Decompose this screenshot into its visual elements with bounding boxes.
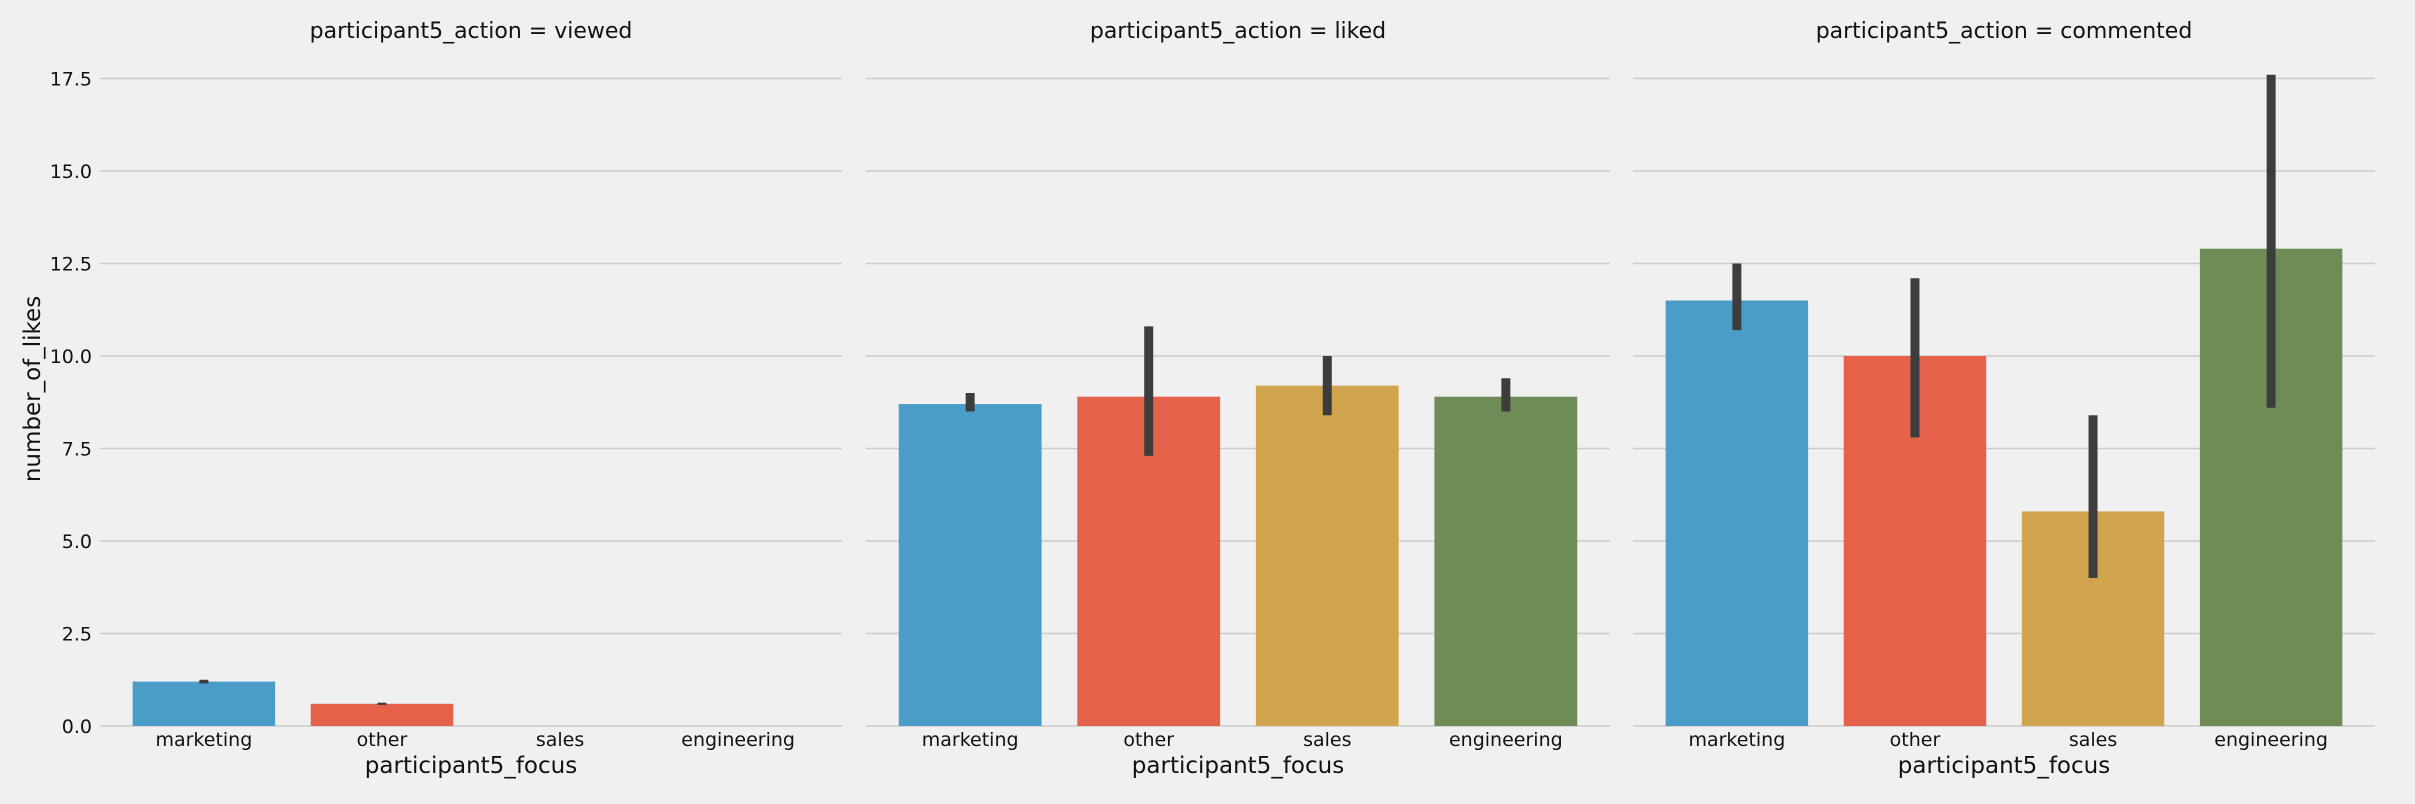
y-tick-label-3: 7.5 — [62, 439, 92, 461]
bar-0-marketing — [132, 681, 276, 726]
bar-2-marketing — [1665, 300, 1809, 726]
y-tick-label-0: 0.0 — [62, 716, 92, 738]
y-tick-label-6: 15.0 — [50, 161, 92, 183]
x-tick-label-0-sales: sales — [536, 729, 584, 751]
x-tick-label-1-engineering: engineering — [1449, 729, 1563, 751]
bar-0-other — [310, 703, 454, 726]
bar-1-engineering — [1434, 396, 1578, 726]
x-axis-label-2: participant5_focus — [1898, 753, 2110, 779]
x-axis-label-0: participant5_focus — [365, 753, 577, 779]
x-tick-label-1-sales: sales — [1303, 729, 1351, 751]
x-tick-label-0-engineering: engineering — [681, 729, 795, 751]
x-tick-label-0-other: other — [357, 729, 408, 751]
panel-title-1: participant5_action = liked — [1090, 19, 1386, 44]
y-tick-label-1: 2.5 — [62, 624, 92, 646]
x-tick-label-2-engineering: engineering — [2214, 729, 2328, 751]
x-tick-label-2-marketing: marketing — [1688, 729, 1785, 751]
y-axis-label: number_of_likes — [20, 296, 46, 482]
x-axis-label-1: participant5_focus — [1132, 753, 1344, 779]
bar-1-marketing — [898, 404, 1042, 726]
x-tick-label-2-other: other — [1890, 729, 1941, 751]
y-tick-label-7: 17.5 — [50, 69, 92, 91]
panel-title-0: participant5_action = viewed — [310, 19, 633, 44]
x-tick-label-1-other: other — [1123, 729, 1174, 751]
x-tick-label-1-marketing: marketing — [922, 729, 1019, 751]
x-tick-label-0-marketing: marketing — [155, 729, 252, 751]
y-tick-label-5: 12.5 — [50, 254, 92, 276]
bar-1-sales — [1255, 385, 1399, 726]
y-tick-label-2: 5.0 — [62, 531, 92, 553]
panel-title-2: participant5_action = commented — [1816, 19, 2193, 44]
y-tick-label-4: 10.0 — [50, 346, 92, 368]
x-tick-label-2-sales: sales — [2069, 729, 2117, 751]
